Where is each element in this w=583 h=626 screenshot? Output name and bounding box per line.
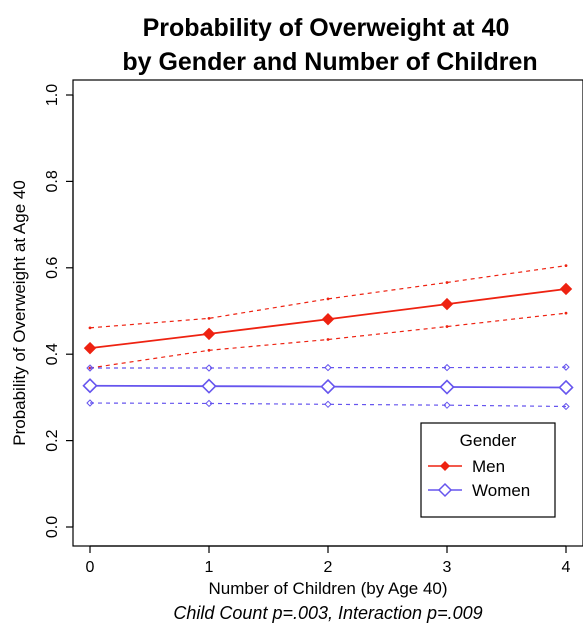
men-lower-bound-point (207, 348, 211, 352)
women-upper-bound-point (324, 363, 332, 372)
y-tick-label: 0.2 (44, 429, 61, 451)
men-lower-bound-point (326, 338, 330, 341)
men-upper-bound-point (326, 297, 330, 301)
women-lower-bound-point (86, 399, 94, 407)
women-upper-bound-point (562, 363, 570, 371)
y-axis-label: Probability of Overweight at Age 40 (10, 180, 29, 446)
x-axis: 0 1 2 3 4 (86, 545, 571, 576)
men-lower-bound-point (445, 325, 449, 328)
men-point (83, 341, 97, 355)
men-lower-bound-line (89, 312, 567, 369)
men-lower-bound-point (564, 311, 568, 315)
men-upper-bound-point (445, 281, 449, 284)
women-upper-bound-point (443, 363, 451, 372)
men-upper-bound-point (564, 264, 568, 268)
legend-men-marker (440, 461, 450, 471)
legend-men-label: Men (472, 457, 505, 476)
y-tick-label: 0.4 (44, 343, 61, 365)
legend-box (420, 422, 556, 518)
women-upper-bound-point (205, 364, 213, 372)
series-layer (82, 264, 574, 411)
women-lower-bound-line (89, 402, 567, 408)
women-lower-bound-point (324, 400, 332, 409)
legend-women-marker (437, 482, 453, 498)
women-lower-bound-point (443, 401, 451, 409)
women-upper-bound-line (90, 366, 567, 369)
chart-title-line2: by Gender and Number of Children (122, 48, 537, 76)
women-point (201, 378, 217, 394)
men-upper-bound-line (89, 265, 567, 329)
legend: Gender Men Women (420, 422, 556, 518)
chart-title-line1: Probability of Overweight at 40 (143, 14, 510, 42)
women-lower-bound-point (205, 399, 213, 408)
y-tick-label: 1.0 (44, 84, 61, 106)
x-tick-label: 1 (205, 559, 214, 576)
women-point (320, 378, 336, 395)
men-point (440, 297, 454, 311)
x-tick-label: 2 (324, 559, 333, 576)
y-tick-label: 0.8 (44, 170, 61, 192)
legend-women-label: Women (472, 481, 530, 500)
legend-title: Gender (460, 431, 517, 450)
x-tick-label: 3 (443, 559, 452, 576)
y-tick-label: 0.6 (44, 257, 61, 279)
y-axis: 0.0 0.2 0.4 0.6 0.8 1.0 (44, 84, 74, 538)
women-upper-bound-point (86, 364, 94, 372)
women-point (82, 378, 98, 394)
chart-subtitle: Child Count p=.003, Interaction p=.009 (173, 603, 482, 623)
legend-items: Men Women (428, 457, 530, 500)
women-point (439, 379, 455, 395)
y-tick-label: 0.0 (44, 516, 61, 538)
x-axis-label: Number of Children (by Age 40) (208, 579, 447, 598)
women-point (558, 379, 574, 396)
men-point (202, 327, 216, 341)
x-tick-label: 4 (562, 559, 571, 576)
men-point (321, 313, 335, 326)
x-tick-label: 0 (86, 559, 95, 576)
series-men (83, 264, 573, 370)
series-women (82, 363, 574, 411)
women-lower-bound-point (562, 402, 570, 411)
men-upper-bound-point (88, 326, 92, 330)
men-point (559, 282, 573, 296)
men-upper-bound-point (207, 316, 211, 320)
